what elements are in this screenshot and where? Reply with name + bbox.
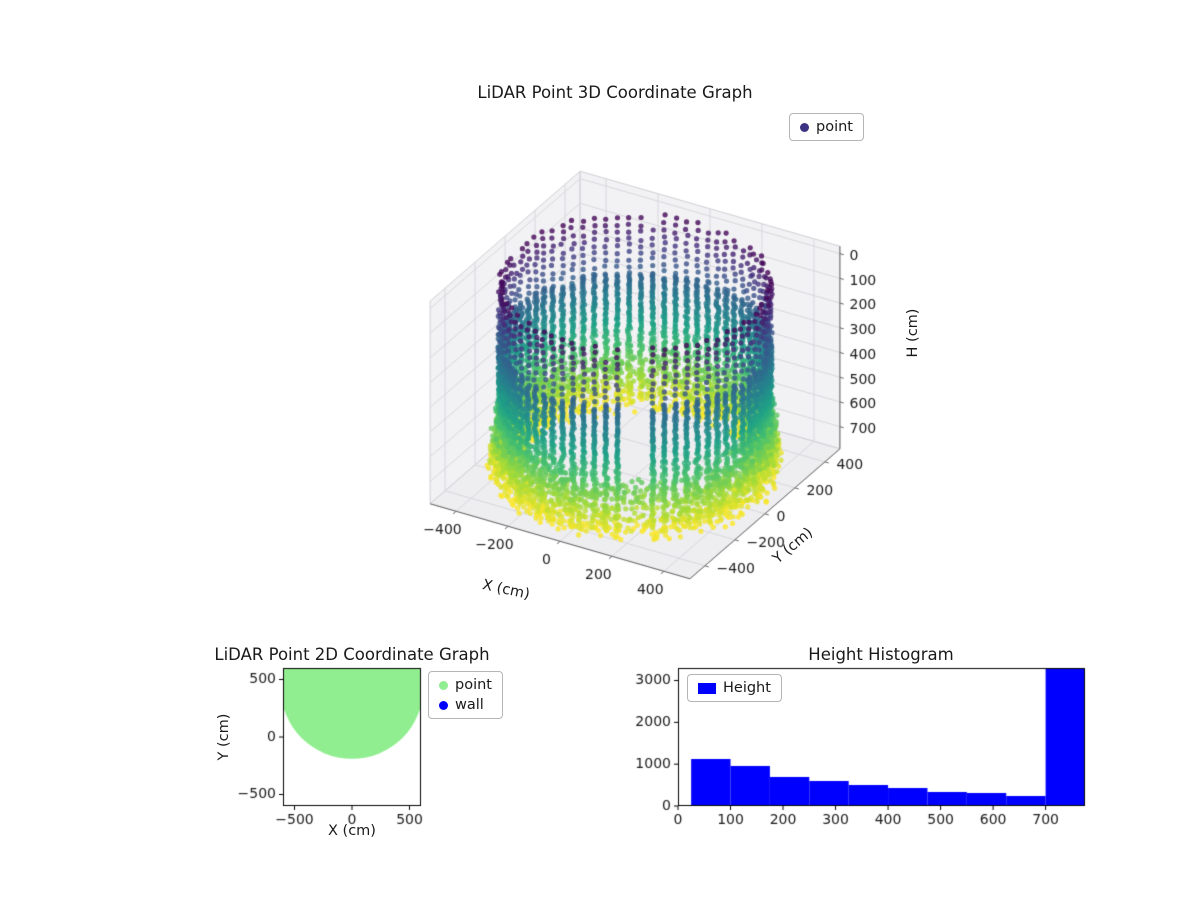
plot3d-canvas	[320, 110, 900, 650]
point-marker-icon	[439, 680, 448, 690]
legend-label: wall	[455, 697, 484, 713]
plot2d-xlabel: X (cm)	[328, 823, 376, 839]
legend-item-height: Height	[698, 680, 771, 696]
legend-label: point	[816, 119, 853, 135]
plot2d-canvas	[230, 655, 450, 855]
plot2d-legend: point wall	[428, 671, 503, 719]
legend-item-wall: wall	[439, 697, 492, 713]
plot3d-title: LiDAR Point 3D Coordinate Graph	[477, 83, 753, 102]
wall-marker-icon	[439, 700, 448, 710]
height-patch-icon	[698, 682, 716, 694]
legend-label: point	[455, 677, 492, 693]
legend-item-point: point	[439, 677, 492, 693]
plot2d-ylabel: Y (cm)	[216, 713, 232, 761]
plot3d-zlabel: H (cm)	[905, 308, 921, 358]
point-marker-icon	[800, 122, 809, 132]
histogram-legend: Height	[687, 674, 782, 702]
legend-item-point: point	[800, 119, 853, 135]
legend-label: Height	[723, 680, 771, 696]
plot3d-legend: point	[789, 113, 864, 141]
